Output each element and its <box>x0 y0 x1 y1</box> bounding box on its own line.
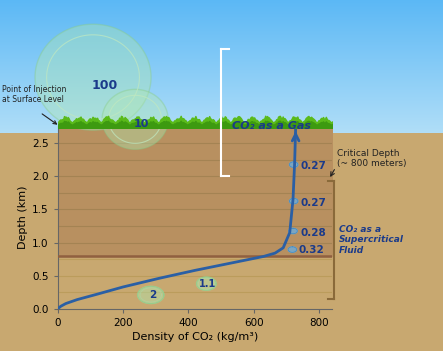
Polygon shape <box>289 228 297 234</box>
Text: Critical Depth
(~ 800 meters): Critical Depth (~ 800 meters) <box>337 149 406 168</box>
Polygon shape <box>288 247 297 252</box>
Text: 0.27: 0.27 <box>300 161 326 171</box>
X-axis label: Density of CO₂ (kg/m³): Density of CO₂ (kg/m³) <box>132 332 258 342</box>
Text: CO₂ as a
Supercritical
Fluid: CO₂ as a Supercritical Fluid <box>339 225 404 255</box>
Text: 10: 10 <box>134 119 149 129</box>
Text: 100: 100 <box>92 79 118 92</box>
Text: 0.32: 0.32 <box>299 245 324 256</box>
Text: Point of Injection
at Surface Level: Point of Injection at Surface Level <box>2 85 66 105</box>
Text: 2: 2 <box>149 290 156 300</box>
Text: 1.1: 1.1 <box>199 279 217 289</box>
Text: 0.28: 0.28 <box>300 227 326 238</box>
Text: CO₂ as a Gas: CO₂ as a Gas <box>232 121 311 131</box>
Polygon shape <box>289 198 298 204</box>
Y-axis label: Depth (km): Depth (km) <box>18 186 28 249</box>
Polygon shape <box>138 286 164 304</box>
Polygon shape <box>289 162 298 167</box>
Text: 0.27: 0.27 <box>300 198 326 208</box>
Polygon shape <box>197 277 216 290</box>
